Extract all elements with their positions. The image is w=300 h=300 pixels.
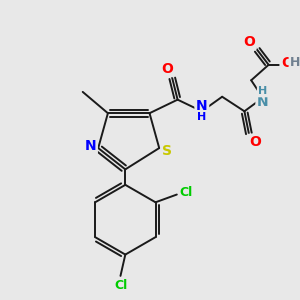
Text: H: H	[197, 112, 206, 122]
Text: N: N	[85, 139, 96, 153]
Text: O: O	[161, 62, 173, 76]
Text: Cl: Cl	[180, 186, 193, 199]
Text: O: O	[249, 135, 261, 149]
Text: S: S	[162, 144, 172, 158]
Text: H: H	[290, 56, 300, 69]
Text: O: O	[281, 56, 293, 70]
Text: Cl: Cl	[115, 279, 128, 292]
Text: N: N	[196, 99, 208, 113]
Text: H: H	[258, 86, 267, 96]
Text: O: O	[243, 34, 255, 49]
Text: N: N	[257, 94, 269, 109]
